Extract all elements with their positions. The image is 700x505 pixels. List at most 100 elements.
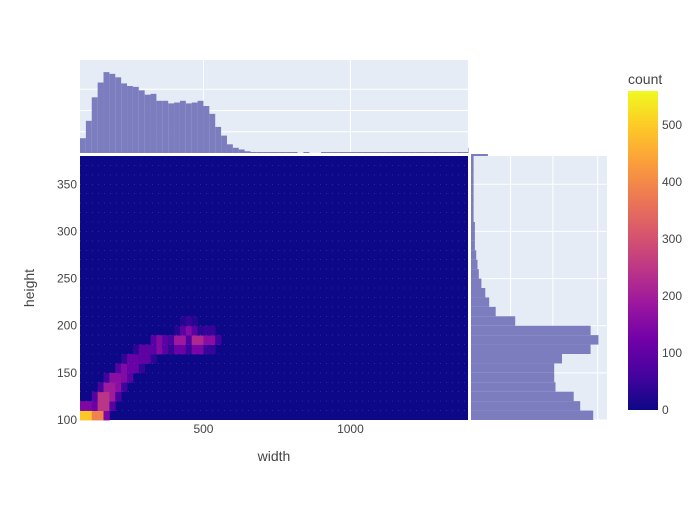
right-histogram-bar xyxy=(471,174,474,185)
heatmap-cell xyxy=(215,335,222,345)
heatmap-cell xyxy=(144,354,151,364)
top-histogram-bar xyxy=(250,152,257,153)
top-histogram-bar xyxy=(285,152,292,153)
heatmap-cell xyxy=(97,401,104,411)
heatmap-cell xyxy=(85,401,93,411)
top-histogram-bar xyxy=(403,152,410,153)
heatmap-cell xyxy=(103,410,110,421)
heatmap-cell xyxy=(197,344,204,355)
heatmap-cell xyxy=(150,335,157,345)
top-histogram-bar xyxy=(391,152,398,153)
heatmap-cell xyxy=(185,344,193,355)
heatmap-cell xyxy=(179,335,187,345)
top-histogram-bar xyxy=(121,83,128,153)
heatmap-cell xyxy=(115,391,122,402)
colorbar-tick-label: 0 xyxy=(662,403,669,417)
top-histogram-bar xyxy=(203,106,210,153)
right-histogram-bar xyxy=(471,325,591,336)
heatmap-cell xyxy=(80,410,87,421)
top-histogram-bar xyxy=(344,152,351,153)
right-histogram-bar xyxy=(471,222,475,232)
heatmap-cell xyxy=(121,354,128,364)
top-histogram-bar xyxy=(362,152,369,153)
top-histogram-bar xyxy=(326,152,333,153)
top-histogram-bar xyxy=(462,152,468,153)
heatmap-cell xyxy=(162,344,169,355)
heatmap-cell xyxy=(174,344,181,355)
heatmap-cell xyxy=(168,344,175,355)
top-histogram-bar xyxy=(426,152,433,153)
right-histogram-bar xyxy=(471,401,581,411)
heatmap-cell xyxy=(132,363,140,374)
right-histogram-bar xyxy=(471,212,474,222)
top-histogram-bar xyxy=(238,149,245,153)
colorbar-tick-label: 100 xyxy=(662,346,682,360)
top-histogram-bar xyxy=(97,82,104,153)
colorbar: count 0 100 200 300 400 500 xyxy=(628,71,682,417)
right-histogram-bar xyxy=(471,382,556,392)
y-tick-label: 100 xyxy=(57,413,77,427)
heatmap-cell xyxy=(127,363,134,374)
heatmap-cell xyxy=(156,335,163,345)
right-histogram-bar xyxy=(471,306,496,317)
top-histogram-bar xyxy=(303,152,310,153)
right-histogram-bar xyxy=(471,316,516,326)
heatmap-cell xyxy=(121,372,128,383)
right-histogram-bar xyxy=(471,259,478,270)
heatmap-cell xyxy=(138,344,146,355)
colorbar-tick-label: 400 xyxy=(662,175,682,189)
heatmap-cell xyxy=(179,316,187,327)
heatmap-cell xyxy=(91,391,99,402)
heatmap-cell xyxy=(127,354,134,364)
heatmap-cell xyxy=(150,354,157,364)
right-histogram-bar xyxy=(471,269,479,279)
heatmap-cell xyxy=(209,325,216,336)
right-histogram-bar xyxy=(471,363,555,373)
top-histogram-bar xyxy=(150,93,157,153)
top-histogram-bar xyxy=(373,152,380,153)
right-histogram-bar xyxy=(471,335,599,345)
heatmap-cell xyxy=(121,363,128,374)
top-histogram-bar xyxy=(191,102,198,153)
top-histogram-bar xyxy=(185,103,192,153)
y-tick-label: 300 xyxy=(57,224,77,238)
heatmap-cell xyxy=(185,335,193,345)
heatmap-cell xyxy=(185,316,193,327)
heatmap-cell xyxy=(144,344,151,355)
top-histogram-bar xyxy=(109,73,116,153)
heatmap-cell xyxy=(103,391,110,402)
heatmap-cell xyxy=(191,344,198,355)
right-histogram-bar xyxy=(471,372,555,383)
right-histogram-bar xyxy=(471,203,474,213)
y-axis-label: height xyxy=(21,269,37,307)
top-histogram-bar xyxy=(138,90,145,153)
top-histogram-bar xyxy=(226,144,233,153)
heatmap-cell xyxy=(127,372,134,383)
top-histogram-bar xyxy=(444,152,451,153)
top-histogram-bar xyxy=(209,113,216,153)
colorbar-title: count xyxy=(628,71,662,87)
top-histogram-bar xyxy=(174,102,180,153)
right-histogram-bar xyxy=(471,156,474,166)
heatmap-cell xyxy=(191,325,198,336)
colorbar-gradient xyxy=(628,91,658,410)
right-histogram-bar xyxy=(471,184,474,194)
heatmap-cell xyxy=(179,325,187,336)
heatmap-cell xyxy=(121,382,128,393)
heatmap-background xyxy=(80,156,468,420)
top-histogram-bar xyxy=(262,152,269,153)
top-histogram-bar xyxy=(468,147,469,153)
heatmap-cell xyxy=(132,344,140,355)
heatmap-cell xyxy=(85,410,93,421)
heatmap-cell xyxy=(109,391,116,402)
top-histogram-bar xyxy=(197,100,204,153)
top-histogram-bar xyxy=(332,152,339,153)
heatmap-cell xyxy=(185,325,193,336)
heatmap-cell xyxy=(97,382,104,393)
right-histogram-bar xyxy=(471,165,474,175)
y-tick-label: 350 xyxy=(57,177,77,191)
top-histogram-bar xyxy=(415,152,421,153)
top-histogram-bar xyxy=(103,72,110,153)
heatmap-panel xyxy=(80,156,468,421)
heatmap-cell xyxy=(132,354,140,364)
